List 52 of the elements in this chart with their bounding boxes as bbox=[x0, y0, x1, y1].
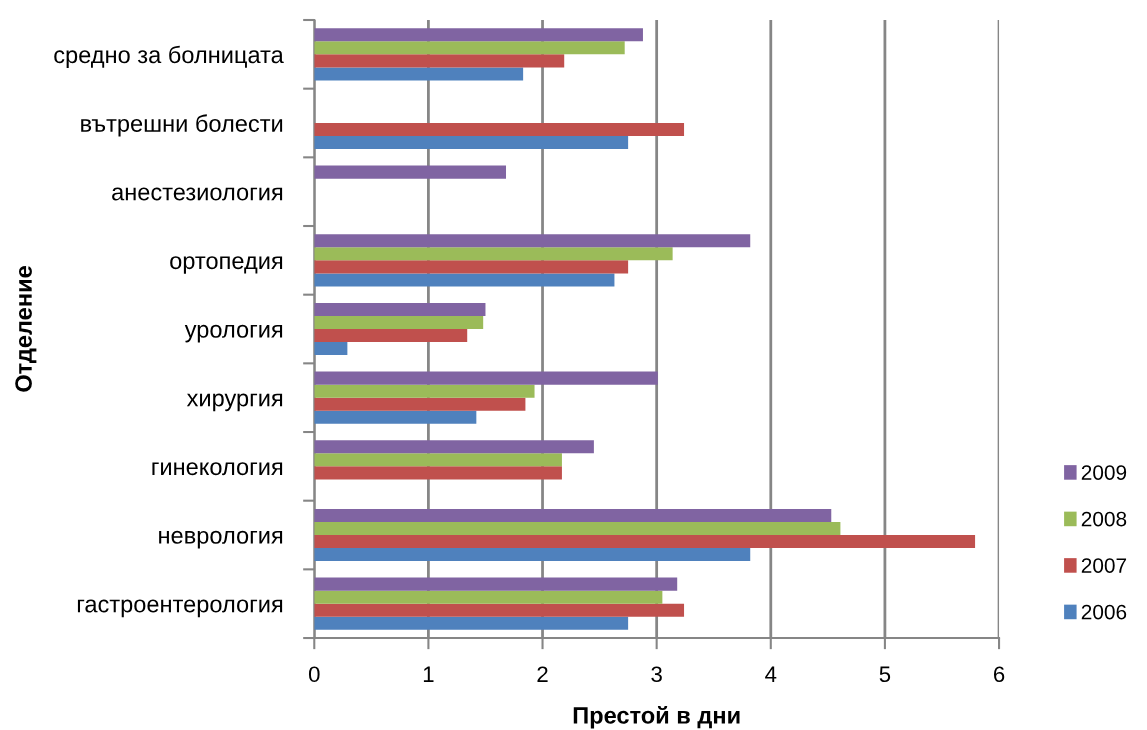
x-tick-label: 2 bbox=[537, 666, 548, 682]
bar bbox=[314, 165, 507, 179]
bar bbox=[314, 616, 629, 630]
y-tick-label: анестезиология bbox=[112, 187, 283, 201]
x-tick-label: 3 bbox=[651, 666, 662, 683]
bar bbox=[314, 260, 629, 274]
x-tick-label: 0 bbox=[308, 666, 320, 683]
bar bbox=[314, 41, 625, 55]
y-tick-label: неврология bbox=[159, 530, 283, 549]
y-tick-label: хирургия bbox=[186, 393, 283, 412]
bar bbox=[314, 315, 484, 330]
bar bbox=[314, 410, 477, 424]
bar bbox=[314, 54, 565, 68]
y-tick-label: гастроентерология bbox=[77, 599, 283, 618]
x-tick-label: 6 bbox=[993, 666, 1005, 683]
y-tick-label: вътрешни болести bbox=[81, 114, 283, 137]
x-axis-title: Престой в дни bbox=[573, 705, 740, 729]
bar bbox=[314, 453, 562, 467]
bar bbox=[314, 535, 976, 549]
bar bbox=[314, 577, 678, 591]
x-tick-label: 1 bbox=[423, 666, 434, 682]
x-tick-label: 4 bbox=[765, 666, 777, 682]
bar bbox=[314, 28, 643, 42]
bar bbox=[314, 123, 685, 137]
bar bbox=[314, 466, 562, 480]
legend-label: 2006 bbox=[1081, 604, 1127, 620]
legend-label: 2008 bbox=[1081, 511, 1127, 527]
y-axis-title: Отделение bbox=[15, 266, 37, 392]
y-tick-label: средно за болницата bbox=[54, 45, 284, 68]
bar bbox=[314, 371, 658, 385]
bar bbox=[314, 384, 535, 398]
bar bbox=[314, 440, 594, 454]
bar bbox=[314, 67, 524, 81]
bar bbox=[314, 508, 832, 522]
bar bbox=[314, 234, 751, 248]
bar bbox=[314, 521, 841, 536]
y-tick-label: урология bbox=[184, 324, 283, 343]
y-tick-label: гинекология bbox=[152, 462, 283, 476]
bar bbox=[314, 329, 468, 343]
bar bbox=[314, 590, 663, 604]
bar bbox=[314, 273, 615, 287]
bar bbox=[314, 302, 486, 316]
bar bbox=[314, 342, 348, 356]
y-tick-label: ортопедия bbox=[170, 256, 283, 274]
bar bbox=[314, 603, 685, 617]
bar bbox=[314, 247, 673, 261]
legend-label: 2009 bbox=[1081, 465, 1127, 480]
x-tick-label: 5 bbox=[879, 666, 891, 683]
legend-label: 2007 bbox=[1081, 558, 1127, 573]
bar bbox=[314, 136, 629, 150]
bar bbox=[314, 397, 526, 411]
bar bbox=[314, 548, 751, 562]
